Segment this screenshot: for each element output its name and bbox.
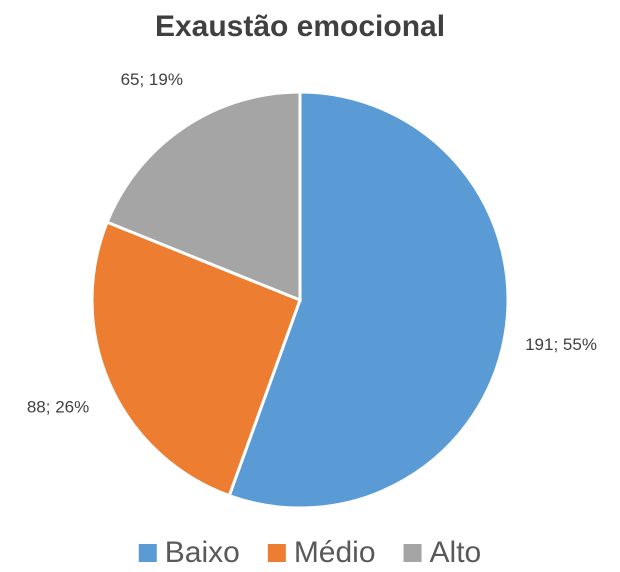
legend-label: Médio (294, 536, 376, 569)
legend-label: Baixo (165, 536, 240, 569)
legend-swatch (403, 544, 422, 562)
data-label: 191; 55% (525, 335, 597, 354)
data-label: 65; 19% (121, 70, 183, 89)
legend-label: Alto (430, 536, 482, 569)
data-label: 88; 26% (27, 398, 89, 417)
legend-swatch (138, 544, 157, 562)
chart-title: Exaustão emocional (155, 10, 445, 43)
legend-swatch (267, 544, 286, 562)
pie-slice (227, 90, 510, 510)
pie-slice (105, 90, 302, 303)
pie-slice (90, 220, 302, 498)
